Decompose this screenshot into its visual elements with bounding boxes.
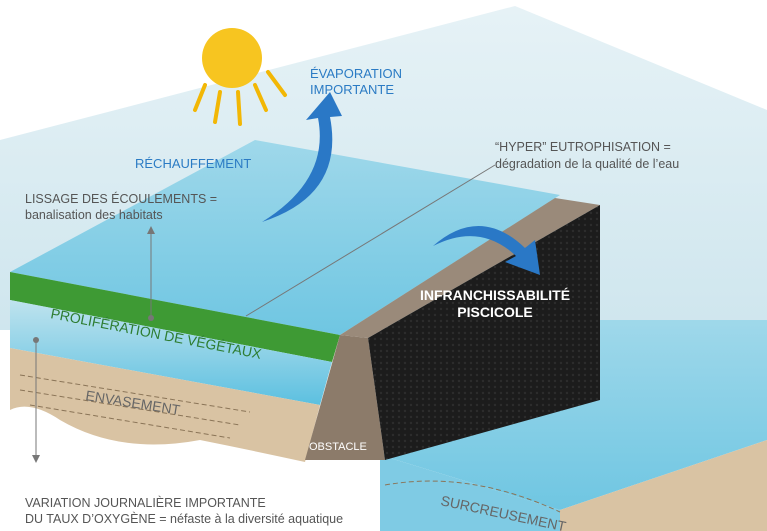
label: LISSAGE DES ÉCOULEMENTS = [25,191,217,206]
label: RÉCHAUFFEMENT [135,156,251,171]
label: VARIATION JOURNALIÈRE IMPORTANTE [25,495,266,510]
label: INFRANCHISSABILITÉ [420,287,570,303]
label: “HYPER” EUTROPHISATION = [495,140,671,154]
label: DU TAUX D’OXYGÈNE = néfaste à la diversi… [25,511,343,526]
label: dégradation de la qualité de l’eau [495,157,679,171]
label: IMPORTANTE [310,82,394,97]
label: ÉVAPORATION [310,66,402,81]
label: PISCICOLE [457,304,532,320]
dot [33,337,39,343]
label: banalisation des habitats [25,208,163,222]
dot [148,315,154,321]
label: OBSTACLE [309,441,367,453]
diagram: ÉVAPORATION IMPORTANTE RÉCHAUFFEMENT LIS… [0,0,767,531]
arrow-head [32,455,40,463]
